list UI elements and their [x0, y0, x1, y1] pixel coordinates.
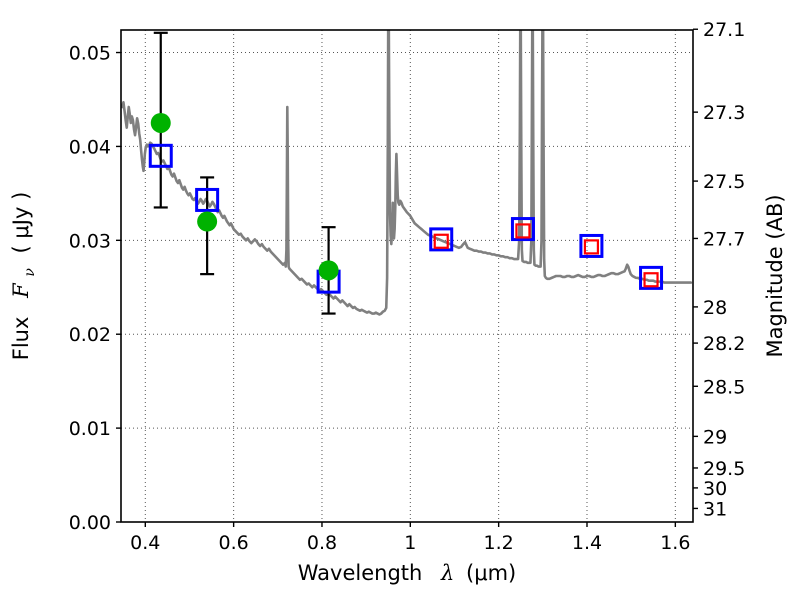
model-red-square[interactable]	[515, 223, 531, 239]
x-axis-title: Wavelength λ (μm)	[298, 561, 516, 585]
y-right-tick-label: 27.7	[703, 228, 745, 250]
model-red-square[interactable]	[433, 233, 449, 249]
observed-data-point[interactable]	[150, 112, 171, 133]
y-right-tick-label: 29	[703, 426, 727, 448]
y-left-tick-label: 0.02	[69, 324, 111, 346]
y-right-tick-label: 30	[703, 478, 727, 500]
y-left-title-unit: ( μJy )	[9, 192, 33, 254]
y-right-tick-label: 27.1	[703, 19, 745, 41]
x-tick-label: 1.6	[660, 532, 690, 554]
y-right-title-text: Magnitude (AB)	[763, 194, 787, 357]
model-blue-square[interactable]	[579, 233, 604, 258]
spectrum-curve-group	[121, 30, 693, 316]
y-left-tick-label: 0.05	[69, 43, 111, 65]
observed-data-point[interactable]	[197, 211, 218, 232]
y-left-tick-label: 0.03	[69, 230, 111, 252]
y-left-tick-label: 0.01	[69, 418, 111, 440]
y-right-tick-label: 31	[703, 498, 727, 520]
x-tick-label: 1.2	[484, 532, 514, 554]
y-left-tick-group: 0.00 0.01 0.02 0.03 0.04 0.05	[69, 43, 121, 534]
x-axis-title-prefix: Wavelength	[298, 561, 423, 585]
y-right-tick-label: 27.5	[703, 171, 745, 193]
model-blue-square[interactable]	[510, 217, 535, 242]
y-right-tick-label: 28.5	[703, 376, 745, 398]
x-tick-group: 0.4 0.6 0.8 1 1.2 1.4 1.6	[130, 522, 690, 554]
x-tick-label: 0.6	[219, 532, 249, 554]
observed-circle-group	[150, 112, 339, 281]
model-red-square-group	[433, 223, 659, 288]
model-blue-square[interactable]	[429, 227, 454, 252]
y-left-tick-label: 0.00	[69, 512, 111, 534]
spectrum-line	[121, 30, 693, 316]
y-left-axis-title: Flux F ν ( μJy )	[9, 192, 39, 361]
x-tick-label: 1.4	[572, 532, 602, 554]
y-right-tick-label: 27.3	[703, 102, 745, 124]
svg-text:Flux F ν: Flux F ν ( μJy )	[9, 192, 39, 361]
x-tick-label: 0.8	[307, 532, 337, 554]
svg-text:Wavelength λ (: Wavelength λ (μm)	[298, 561, 516, 585]
y-right-tick-label: 28.2	[703, 333, 745, 355]
model-blue-square-group	[148, 143, 664, 294]
model-blue-square[interactable]	[195, 187, 220, 212]
y-right-tick-label: 28	[703, 297, 727, 319]
plot-frame	[120, 29, 694, 523]
model-blue-square[interactable]	[639, 265, 664, 290]
y-left-title-prefix: Flux	[9, 317, 33, 361]
y-right-tick-label: 29.5	[703, 458, 745, 480]
y-left-title-symbol: F	[9, 282, 33, 299]
y-left-tick-label: 0.04	[69, 136, 111, 158]
observed-data-point[interactable]	[318, 260, 339, 281]
x-axis-title-symbol: λ	[440, 561, 454, 585]
model-blue-square[interactable]	[148, 143, 173, 168]
model-red-square[interactable]	[643, 272, 659, 288]
x-tick-label: 0.4	[130, 532, 160, 554]
x-axis-title-unit: (μm)	[466, 561, 516, 585]
y-right-axis-title: Magnitude (AB)	[763, 194, 787, 357]
model-red-square[interactable]	[583, 239, 600, 255]
x-tick-label: 1	[404, 532, 416, 554]
y-left-title-sub: ν	[22, 268, 38, 277]
